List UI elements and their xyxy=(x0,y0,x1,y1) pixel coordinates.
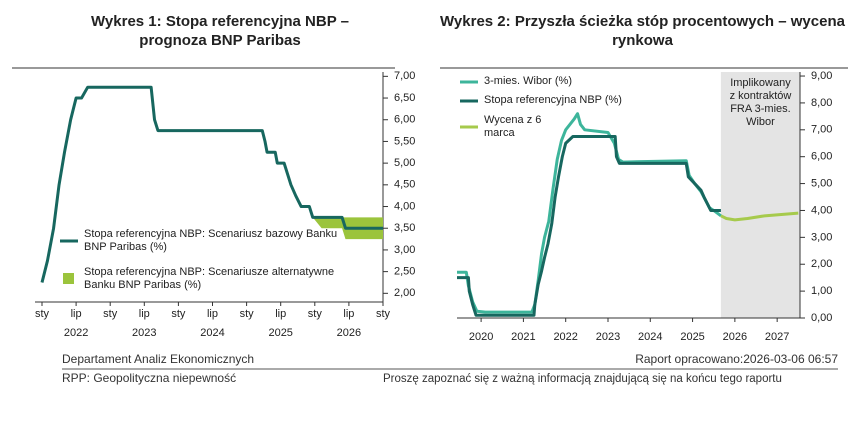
y-tick-label: 4,00 xyxy=(394,200,415,212)
chart-title: Wykres 2: Przyszła ścieżka stóp procento… xyxy=(440,13,845,49)
y-tick-label: 8,00 xyxy=(811,97,832,109)
y-tick-label: 0,00 xyxy=(811,312,832,324)
y-tick-label: 4,50 xyxy=(394,179,415,191)
forecast-shade xyxy=(720,72,800,318)
x-tick-label: 2027 xyxy=(765,331,789,343)
y-tick-label: 5,00 xyxy=(811,177,832,189)
legend-label: Stopa referencyjna NBP (%) xyxy=(484,94,622,106)
y-tick-label: 6,00 xyxy=(811,151,832,163)
y-tick-label: 3,50 xyxy=(394,222,415,234)
x-tick-label: sty xyxy=(308,308,323,320)
y-tick-label: 4,00 xyxy=(811,204,832,216)
shade-label: FRA 3-mies. xyxy=(730,103,791,115)
chart-title: Wykres 1: Stopa referencyjna NBP – progn… xyxy=(91,13,349,49)
y-tick-label: 2,00 xyxy=(394,287,415,299)
y-tick-label: 7,00 xyxy=(394,70,415,82)
legend-label: 3-mies. Wibor (%) xyxy=(484,75,573,87)
x-tick-label: 2023 xyxy=(596,331,620,343)
year-label: 2022 xyxy=(64,327,88,339)
y-tick-label: 6,50 xyxy=(394,92,415,104)
x-tick-label: 2022 xyxy=(553,331,577,343)
y-tick-label: 7,00 xyxy=(811,124,832,136)
legend-label: Stopa referencyjna NBP: Scenariusz bazow… xyxy=(84,228,338,253)
y-tick-label: 3,00 xyxy=(811,231,832,243)
x-tick-label: 2025 xyxy=(680,331,704,343)
legend-swatch xyxy=(63,273,74,284)
x-tick-label: 2021 xyxy=(511,331,535,343)
x-tick-label: lip xyxy=(71,308,82,320)
x-tick-label: lip xyxy=(139,308,150,320)
x-tick-label: lip xyxy=(207,308,218,320)
y-tick-label: 5,00 xyxy=(394,157,415,169)
y-tick-label: 3,00 xyxy=(394,244,415,256)
shade-label: Wibor xyxy=(746,116,775,128)
x-tick-label: lip xyxy=(343,308,354,320)
y-tick-label: 6,00 xyxy=(394,114,415,126)
y-tick-label: 5,50 xyxy=(394,135,415,147)
x-tick-label: sty xyxy=(35,308,50,320)
footer-report-date: Raport opracowano:2026-03-06 06:57 xyxy=(635,352,838,366)
footer-topic: RPP: Geopolityczna niepewność xyxy=(62,371,237,385)
shade-label: z kontraktów xyxy=(730,90,792,102)
x-tick-label: sty xyxy=(171,308,186,320)
legend-label: Wycena z 6 marca xyxy=(484,114,542,139)
y-tick-label: 2,00 xyxy=(811,258,832,270)
series-line xyxy=(457,112,722,314)
series-line xyxy=(457,135,721,317)
y-tick-label: 9,00 xyxy=(811,70,832,82)
series-line xyxy=(720,211,799,222)
shade-label: Implikowany xyxy=(730,77,791,89)
y-tick-label: 2,50 xyxy=(394,266,415,278)
x-tick-label: sty xyxy=(376,308,391,320)
year-label: 2026 xyxy=(337,327,361,339)
footer-department: Departament Analiz Ekonomicznych xyxy=(62,352,255,366)
y-tick-label: 1,00 xyxy=(811,285,832,297)
x-tick-label: 2024 xyxy=(638,331,662,343)
footer-notice: Proszę zapoznać się z ważną informacją z… xyxy=(383,373,782,385)
year-label: 2025 xyxy=(268,327,292,339)
series-line xyxy=(40,85,383,283)
x-tick-label: lip xyxy=(275,308,286,320)
legend-label: Stopa referencyjna NBP: Scenariusze alte… xyxy=(84,266,335,291)
x-tick-label: sty xyxy=(103,308,118,320)
x-tick-label: sty xyxy=(240,308,255,320)
x-tick-label: 2020 xyxy=(469,331,493,343)
year-label: 2023 xyxy=(132,327,156,339)
x-tick-label: 2026 xyxy=(723,331,747,343)
year-label: 2024 xyxy=(200,327,224,339)
